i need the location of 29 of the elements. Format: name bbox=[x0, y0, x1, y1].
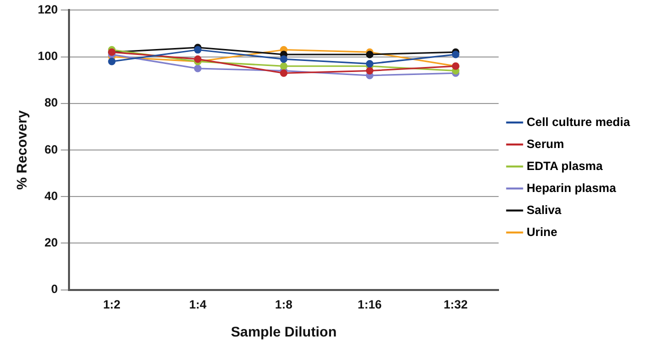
point bbox=[366, 50, 374, 58]
point bbox=[280, 55, 288, 63]
y-tick-label: 40 bbox=[44, 188, 58, 203]
point bbox=[194, 64, 202, 72]
y-tick-label: 80 bbox=[44, 96, 58, 110]
y-tick-label: 0 bbox=[51, 282, 58, 296]
point bbox=[194, 55, 202, 63]
y-tick-label: 60 bbox=[44, 142, 58, 156]
point bbox=[452, 50, 460, 58]
point bbox=[280, 62, 288, 70]
point bbox=[108, 58, 116, 66]
point bbox=[194, 46, 202, 54]
x-tick-label: 1:8 bbox=[275, 297, 293, 312]
legend-label: Urine bbox=[526, 224, 558, 239]
y-tick-label: 100 bbox=[38, 49, 58, 64]
legend-label: Serum bbox=[526, 136, 564, 151]
x-axis-title: Sample Dilution bbox=[230, 323, 337, 340]
y-tick-label: 120 bbox=[38, 2, 58, 17]
x-tick-label: 1:16 bbox=[358, 297, 382, 312]
legend-label: Cell culture media bbox=[526, 114, 630, 129]
x-tick-label: 1:2 bbox=[103, 297, 121, 312]
y-tick-label: 20 bbox=[44, 236, 58, 250]
y-axis-title: % Recovery bbox=[13, 110, 30, 190]
x-tick-label: 1:32 bbox=[444, 297, 468, 312]
legend-label: Heparin plasma bbox=[526, 180, 616, 195]
legend-label: Saliva bbox=[526, 202, 562, 217]
legend-label: EDTA plasma bbox=[526, 158, 603, 173]
x-tick-label: 1:4 bbox=[189, 297, 207, 312]
point bbox=[366, 67, 374, 75]
